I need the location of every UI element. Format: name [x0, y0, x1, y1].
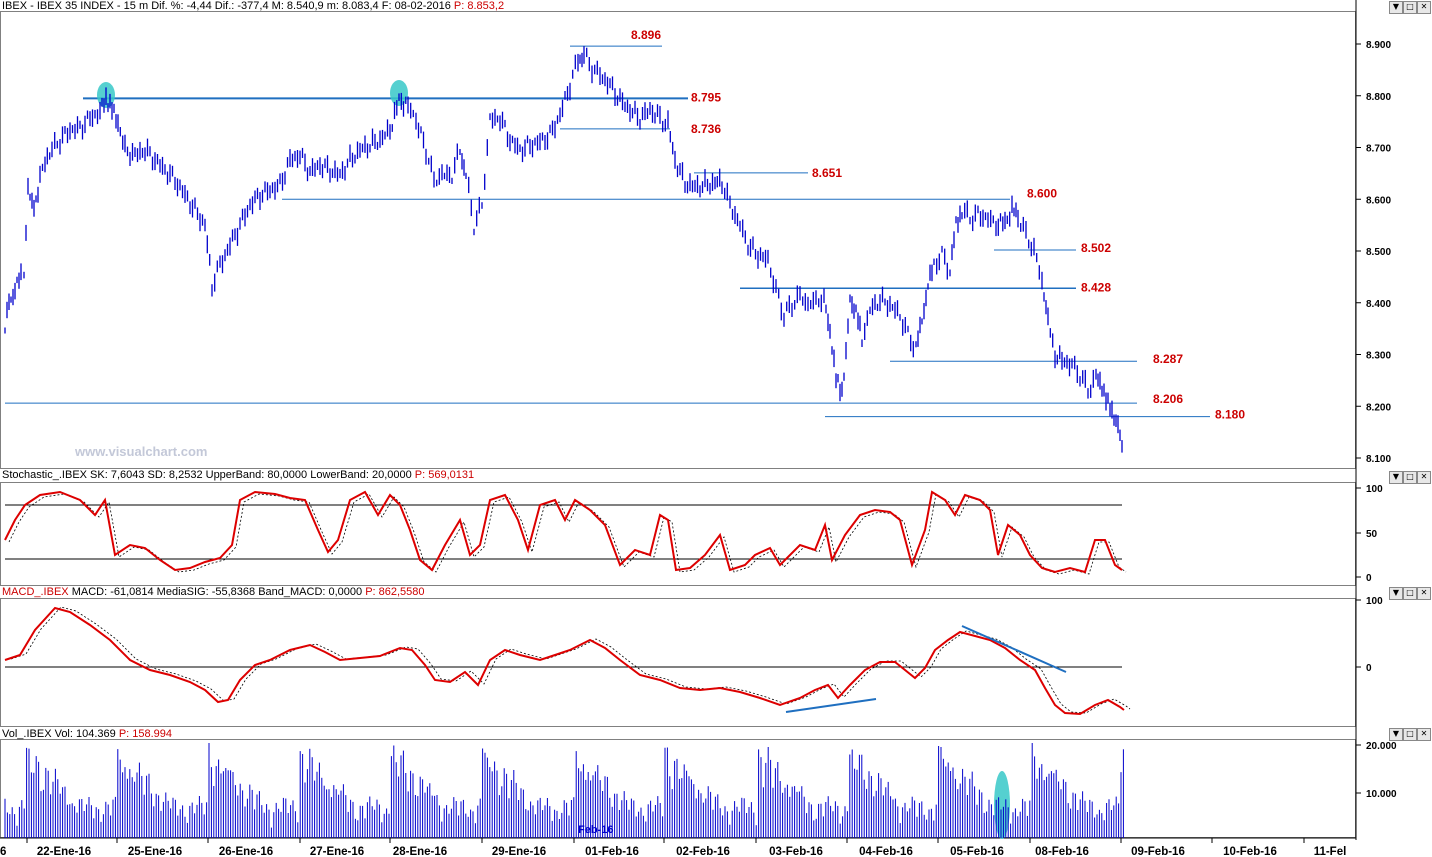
- stochastic-values: Stochastic_.IBEX SK: 7,6043 SD: 8,2532 U…: [2, 469, 412, 481]
- price-tick-label: 8.600: [1366, 195, 1391, 206]
- watermark-text: www.visualchart.com: [74, 444, 207, 459]
- date-label: 29-Ene-16: [492, 846, 546, 857]
- price-tick-label: 8.100: [1366, 454, 1391, 465]
- level-label: 8.206: [1153, 392, 1183, 406]
- volume-header: Vol_.IBEX Vol: 104.369 P: 158.994: [2, 728, 172, 740]
- volume-values: Vol_.IBEX Vol: 104.369: [2, 728, 116, 740]
- diff: Dif.: -377,4: [214, 0, 269, 12]
- stochastic-sk-line: [4, 490, 1123, 574]
- macd-header: MACD_.IBEX MACD: -61,0814 MediaSIG: -55,…: [2, 586, 425, 598]
- date-label: 03-Feb-16: [769, 846, 823, 857]
- watermark-layer: www.visualchart.com: [74, 444, 207, 459]
- date-label: 11-Fel: [1314, 846, 1347, 857]
- price-tick-label: 8.300: [1366, 351, 1391, 362]
- macd-name: MACD_.IBEX: [2, 586, 69, 598]
- diff-pct: Dif. %: -4,44: [151, 0, 212, 12]
- volume-collapse-icon[interactable]: ▼: [1389, 728, 1403, 741]
- price-header: IBEX - IBEX 35 INDEX - 15 m Dif. %: -4,4…: [2, 0, 504, 12]
- macd-trendline: [961, 625, 1067, 673]
- level-label: 8.651: [812, 166, 842, 180]
- macd-tick-label: 100: [1366, 596, 1383, 607]
- date-label: 04-Feb-16: [859, 846, 913, 857]
- date-label: 28-Ene-16: [393, 846, 447, 857]
- price-tick-label: 8.800: [1366, 92, 1391, 103]
- panel-frames: [0, 11, 1356, 838]
- price-tick-label: 8.500: [1366, 247, 1391, 258]
- level-label: 8.896: [631, 28, 661, 42]
- cursor-date-label: Feb-16: [578, 824, 613, 836]
- level-label: 8.287: [1153, 352, 1183, 366]
- stochastic-series: [4, 490, 1127, 575]
- price-tick-label: 8.400: [1366, 299, 1391, 310]
- date-label: 02-Feb-16: [676, 846, 730, 857]
- volume-tick-label: 20.000: [1366, 741, 1397, 752]
- macd-tick-label: 0: [1366, 663, 1372, 674]
- stochastic-tick-label: 50: [1366, 529, 1378, 540]
- stochastic-close-icon[interactable]: ✕: [1417, 471, 1431, 484]
- date-label: 25-Ene-16: [128, 846, 182, 857]
- date-label: 27-Ene-16: [310, 846, 364, 857]
- volume-maximize-icon[interactable]: □: [1403, 728, 1417, 741]
- level-label: 8.180: [1215, 408, 1245, 422]
- min-value: m: 8.083,4: [326, 0, 379, 12]
- max-value: M: 8.540,9: [271, 0, 324, 12]
- macd-trendline: [785, 698, 877, 713]
- macd-close-icon[interactable]: ✕: [1417, 587, 1431, 600]
- price-collapse-icon[interactable]: ▼: [1389, 1, 1403, 14]
- level-label: 8.502: [1081, 241, 1111, 255]
- macd-collapse-icon[interactable]: ▼: [1389, 587, 1403, 600]
- price-tick-label: 8.200: [1366, 402, 1391, 413]
- volume-bars: [4, 743, 1124, 838]
- macd-p: P: 862,5580: [365, 586, 425, 598]
- date-label: 08-Feb-16: [1035, 846, 1089, 857]
- stochastic-p: P: 569,0131: [414, 469, 475, 481]
- stochastic-header: Stochastic_.IBEX SK: 7,6043 SD: 8,2532 U…: [2, 469, 474, 481]
- date-labels: 22-Ene-16 25-Ene-16 26-Ene-16 27-Ene-16 28-E…: [0, 824, 1346, 857]
- price-close-icon[interactable]: ✕: [1417, 1, 1431, 14]
- stochastic-tick-label: 0: [1366, 573, 1372, 584]
- axis-labels: 8.900 8.800 8.700 8.600 8.500 8.400 8.300 8.200…: [1356, 40, 1397, 800]
- highlight-marks: [97, 80, 1010, 839]
- macd-line: [4, 606, 1125, 716]
- macd-signal-line: [10, 606, 1131, 714]
- volume-p: P: 158.994: [118, 728, 173, 740]
- price-tick-label: 8.700: [1366, 144, 1391, 155]
- p-value: P: 8.853,2: [453, 0, 505, 12]
- stochastic-tick-label: 100: [1366, 484, 1383, 495]
- support-resistance-lines[interactable]: 8.896 8.795 8.736 8.651 8.600 8.502 8.428 8.287…: [5, 28, 1245, 422]
- date-label: 22-Ene-16: [37, 846, 91, 857]
- date-label: 26-Ene-16: [219, 846, 273, 857]
- macd-panel[interactable]: [0, 598, 1356, 727]
- date-label: 10-Feb-16: [1223, 846, 1277, 857]
- volume-tick-label: 10.000: [1366, 789, 1397, 800]
- date-value: F: 08-02-2016: [381, 0, 451, 12]
- level-label: 8.600: [1027, 186, 1057, 200]
- macd-series: [4, 606, 1131, 716]
- volume-close-icon[interactable]: ✕: [1417, 728, 1431, 741]
- level-label: 8.428: [1081, 280, 1111, 294]
- price-bars: [4, 46, 1123, 453]
- stochastic-maximize-icon[interactable]: □: [1403, 471, 1417, 484]
- date-label: 05-Feb-16: [950, 846, 1004, 857]
- stochastic-collapse-icon[interactable]: ▼: [1389, 471, 1403, 484]
- date-fragment: 6: [0, 846, 6, 857]
- date-label: 01-Feb-16: [585, 846, 639, 857]
- instrument-name: IBEX - IBEX 35 INDEX -: [2, 0, 124, 12]
- peak-highlight: [390, 80, 408, 106]
- timeframe: 15 m: [123, 0, 149, 12]
- level-label: 8.795: [691, 90, 721, 104]
- macd-values: MACD: -61,0814 MediaSIG: -55,8368 Band_M…: [71, 586, 363, 598]
- date-label: 09-Feb-16: [1131, 846, 1185, 857]
- level-label: 8.736: [691, 122, 721, 136]
- price-maximize-icon[interactable]: □: [1403, 1, 1417, 14]
- macd-maximize-icon[interactable]: □: [1403, 587, 1417, 600]
- price-tick-label: 8.900: [1366, 40, 1391, 51]
